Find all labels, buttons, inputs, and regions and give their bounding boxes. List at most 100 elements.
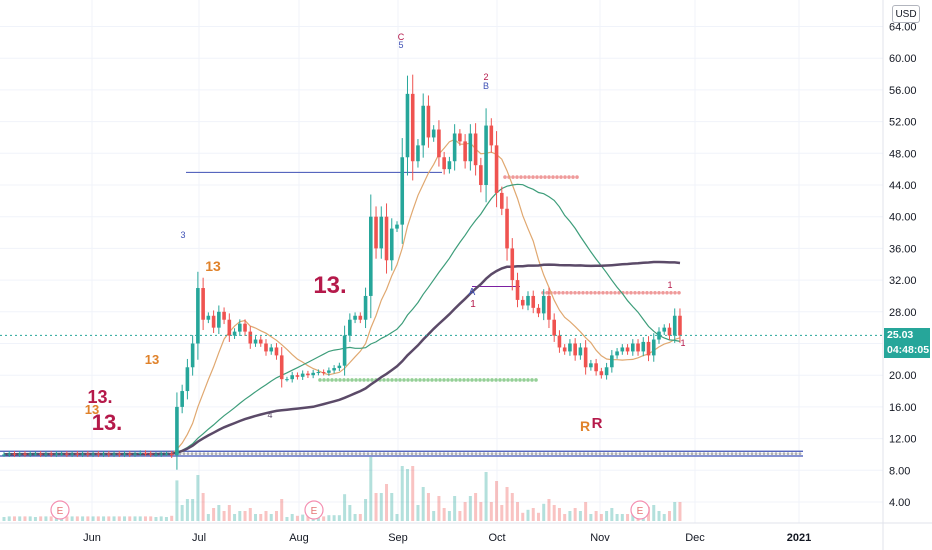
level-dot xyxy=(258,452,262,456)
level-dot xyxy=(266,452,270,456)
price-axis[interactable]: 4.008.0012.0016.0020.0024.0028.0032.0036… xyxy=(889,22,917,510)
volume-bar xyxy=(33,517,37,521)
level-dot xyxy=(326,452,330,456)
candle-body xyxy=(547,295,551,320)
level-dot xyxy=(542,452,546,456)
level-dot xyxy=(637,290,641,295)
earnings-marker-label: E xyxy=(637,506,644,517)
volume-bar xyxy=(91,516,95,521)
level-dot xyxy=(625,290,629,295)
level-dot xyxy=(506,452,510,456)
price-tick-label: 56.00 xyxy=(889,85,917,97)
volume-bar xyxy=(149,516,153,521)
earnings-marker xyxy=(630,500,650,520)
level-dot xyxy=(358,378,362,382)
volume-bar xyxy=(2,517,6,521)
currency-button[interactable]: USD xyxy=(892,5,920,23)
candle-body xyxy=(578,347,583,356)
td-label: B xyxy=(483,81,489,91)
level-dot xyxy=(562,452,566,456)
level-dot xyxy=(730,452,734,456)
volume-bar xyxy=(81,516,85,521)
level-dot xyxy=(653,290,657,295)
volume-bar xyxy=(453,496,457,521)
volume-bar xyxy=(673,502,677,521)
candle-body xyxy=(500,192,504,209)
time-axis[interactable]: Jun Jul Aug Sep Oct Nov Dec 2021 xyxy=(83,532,811,544)
volume-bar xyxy=(138,516,142,521)
candle-body xyxy=(389,228,394,261)
volume-bar xyxy=(526,509,530,521)
candle-body xyxy=(667,327,672,336)
level-dot xyxy=(654,452,658,456)
td-label: 13 xyxy=(205,258,221,274)
level-dot xyxy=(570,452,574,456)
candle-body xyxy=(421,105,425,146)
level-dot xyxy=(446,378,450,382)
volume-bar xyxy=(385,484,389,521)
candle-body xyxy=(568,343,572,352)
volume-bar xyxy=(39,516,43,521)
level-dot xyxy=(454,452,458,456)
level-dot xyxy=(617,290,621,295)
level-dot xyxy=(531,175,535,179)
level-dot xyxy=(519,175,523,179)
volume-bar xyxy=(222,511,226,521)
level-dot xyxy=(270,452,274,456)
level-dot xyxy=(661,290,665,295)
level-dot xyxy=(670,452,674,456)
volume-bar xyxy=(44,516,48,521)
price-tick-label: 40.00 xyxy=(889,212,917,224)
volume-bar xyxy=(584,502,588,521)
price-tick-label: 12.00 xyxy=(889,434,917,446)
level-dot xyxy=(278,452,282,456)
level-dot xyxy=(234,452,238,456)
level-dot xyxy=(494,378,498,382)
level-dot xyxy=(406,378,410,382)
candle-body xyxy=(12,453,17,455)
level-dot xyxy=(650,452,654,456)
level-dot xyxy=(418,452,422,456)
candle-body xyxy=(463,141,467,162)
volume-bar xyxy=(128,516,132,521)
volume-bar xyxy=(154,517,158,521)
level-dot xyxy=(606,452,610,456)
volume-bar xyxy=(542,503,546,521)
candle-body xyxy=(610,355,614,368)
volume-bar xyxy=(306,515,310,521)
level-dot xyxy=(543,175,547,179)
level-dot xyxy=(566,452,570,456)
candle-body xyxy=(311,372,315,376)
volume-bar xyxy=(421,487,425,521)
time-tick-label: Aug xyxy=(289,532,309,544)
volume-bar xyxy=(285,517,289,521)
level-dot xyxy=(547,175,551,179)
candle-body xyxy=(599,371,604,376)
volume-bar xyxy=(227,505,231,521)
level-dot xyxy=(298,452,302,456)
candle-body xyxy=(211,315,216,328)
level-dot xyxy=(710,452,714,456)
td-label: 13 xyxy=(145,352,159,367)
candle-body xyxy=(353,315,357,320)
time-tick-label: 2021 xyxy=(787,532,811,544)
volume-bar xyxy=(7,516,11,521)
level-dot xyxy=(362,378,366,382)
level-dot xyxy=(454,378,458,382)
level-dot xyxy=(694,452,698,456)
level-dot xyxy=(330,452,334,456)
level-dot xyxy=(585,290,589,295)
volume-bar xyxy=(327,515,331,521)
volume-bar xyxy=(626,514,630,521)
level-dot xyxy=(382,378,386,382)
level-dot xyxy=(486,452,490,456)
td-label: 4 xyxy=(267,410,272,420)
level-dot xyxy=(589,290,593,295)
level-dot xyxy=(466,378,470,382)
candle-body xyxy=(615,351,619,356)
level-dot xyxy=(310,452,314,456)
volume-bar xyxy=(233,514,237,521)
level-dot xyxy=(594,452,598,456)
volume-bar xyxy=(521,512,525,521)
